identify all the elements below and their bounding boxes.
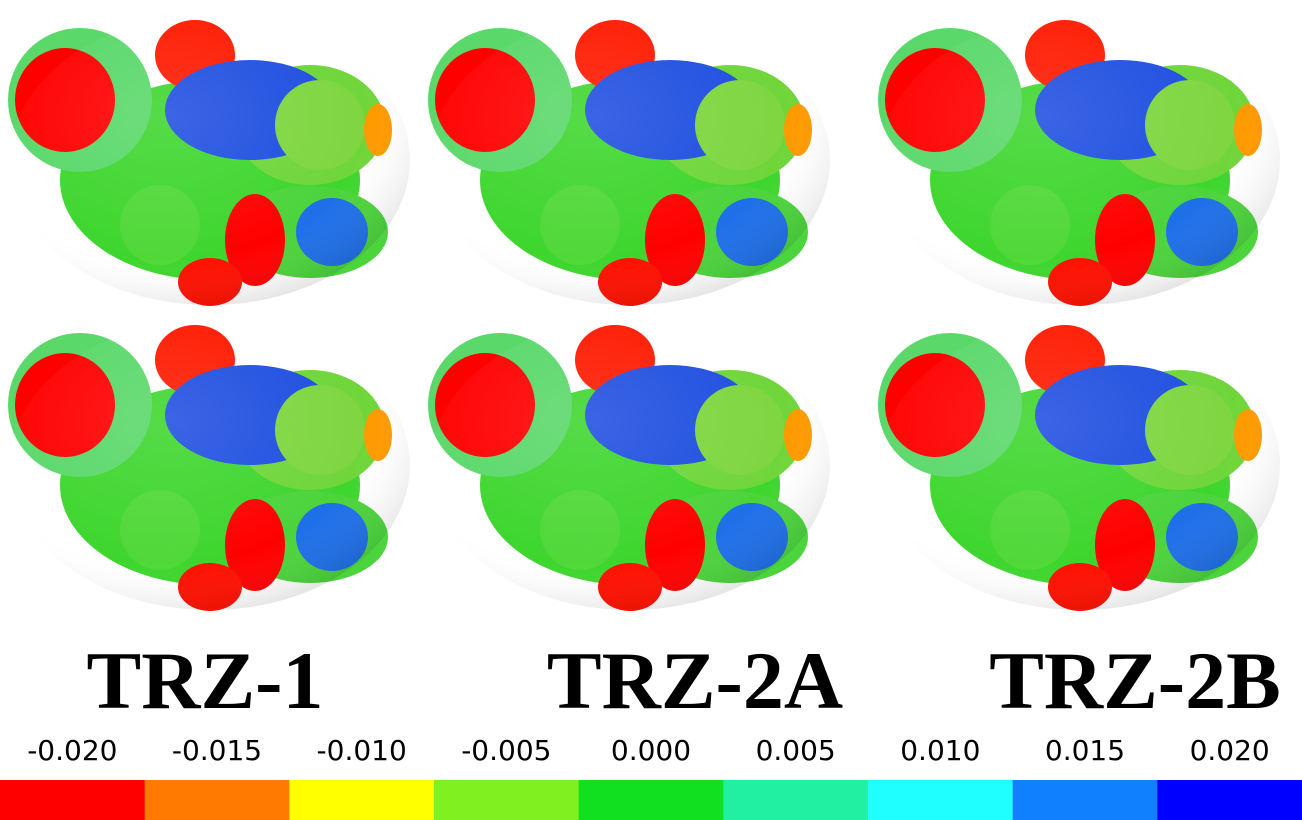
panel-label: TRZ-2B xyxy=(989,635,1281,726)
panel-label: TRZ-1 xyxy=(87,635,324,726)
color-bar-tick-label: 0.010 xyxy=(900,734,980,767)
color-bar-segment xyxy=(868,780,1013,820)
color-bar-tick-label: -0.005 xyxy=(461,734,551,767)
color-bar-tick-label: 0.020 xyxy=(1190,734,1270,767)
surface-shading xyxy=(430,320,830,610)
figure: TRZ-1TRZ-2ATRZ-2B -0.020-0.015-0.010-0.0… xyxy=(0,0,1302,820)
color-bar-tick-label: 0.005 xyxy=(756,734,836,767)
color-bar-segment xyxy=(145,780,290,820)
panel-label: TRZ-2A xyxy=(547,635,843,726)
surface-shading xyxy=(10,320,410,610)
color-bar-segment xyxy=(723,780,868,820)
color-bar-segment xyxy=(1013,780,1158,820)
molecule-surface xyxy=(878,320,1280,611)
color-bar-tick-label: 0.015 xyxy=(1045,734,1125,767)
color-bar-segment xyxy=(289,780,434,820)
molecule-surface xyxy=(878,15,1280,306)
color-bar-segment xyxy=(0,780,145,820)
molecule-surface xyxy=(428,15,830,306)
surface-shading xyxy=(880,15,1280,305)
color-bar-tick-label: -0.020 xyxy=(27,734,117,767)
surface-shading xyxy=(10,15,410,305)
color-bar-tick-label: 0.000 xyxy=(611,734,691,767)
panel-labels: TRZ-1 TRZ-2A TRZ-2B xyxy=(87,635,1281,726)
color-bar-segment xyxy=(579,780,724,820)
molecule-surface xyxy=(428,320,830,611)
color-bar-segment xyxy=(1157,780,1302,820)
surface-shading xyxy=(430,15,830,305)
molecule-maps xyxy=(8,15,1280,611)
page: TRZ-1TRZ-2ATRZ-2B -0.020-0.015-0.010-0.0… xyxy=(0,0,1302,820)
surface-shading xyxy=(880,320,1280,610)
color-bar: -0.020 -0.015 -0.010 -0.005 0.000 0.005 0.010 0… xyxy=(0,734,1302,820)
color-bar-tick-label: -0.015 xyxy=(172,734,262,767)
color-bar-segment xyxy=(434,780,579,820)
molecule-surface xyxy=(8,320,410,611)
molecule-surface xyxy=(8,15,410,306)
color-bar-tick-label: -0.010 xyxy=(317,734,407,767)
